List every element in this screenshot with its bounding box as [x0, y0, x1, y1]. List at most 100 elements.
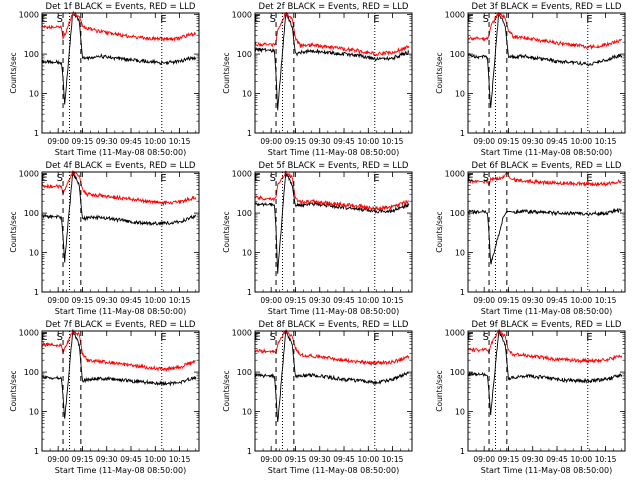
y-tick-label: 1000 — [232, 11, 252, 20]
x-tick-label: 09:45 — [333, 296, 355, 305]
x-tick-label: 09:45 — [546, 296, 568, 305]
event-marker-e: E — [160, 332, 166, 343]
x-tick-label: 09:00 — [260, 137, 282, 146]
series-line-events — [254, 172, 410, 274]
event-marker-s: S — [483, 332, 489, 343]
event-marker-e: E — [254, 332, 260, 343]
event-marker-s: S — [270, 14, 276, 25]
x-axis-label: Start Time (11-May-08 08:50:00) — [268, 466, 399, 475]
detector-panel-1: Det 1f BLACK = Events, RED = LLD Counts/s… — [9, 2, 200, 157]
event-marker-e: E — [467, 173, 473, 184]
x-tick-label: 10:15 — [382, 296, 404, 305]
x-tick-label: 10:00 — [570, 455, 592, 464]
plot-frame — [467, 330, 626, 452]
x-tick-label: 10:00 — [144, 137, 166, 146]
event-marker-e: E — [373, 14, 379, 25]
event-marker-e: E — [467, 332, 473, 343]
x-tick-label: 09:30 — [96, 296, 118, 305]
x-tick-label: 09:45 — [546, 137, 568, 146]
y-tick-label: 1000 — [19, 170, 39, 179]
x-axis-label: Start Time (11-May-08 08:50:00) — [55, 307, 186, 316]
x-tick-label: 10:15 — [595, 137, 617, 146]
event-marker-s: S — [57, 173, 63, 184]
panel-title: Det 4f BLACK = Events, RED = LLD — [46, 161, 196, 171]
series-line-events — [41, 172, 197, 263]
y-tick-label: 1000 — [232, 170, 252, 179]
x-tick-label: 09:45 — [120, 137, 142, 146]
x-tick-label: 09:45 — [120, 296, 142, 305]
y-tick-label: 1000 — [232, 329, 252, 338]
y-tick-label: 1000 — [445, 329, 465, 338]
x-tick-label: 10:00 — [357, 455, 379, 464]
y-tick-label: 100 — [24, 209, 39, 218]
y-tick-label: 10 — [242, 249, 252, 258]
y-axis-label: Counts/sec — [222, 211, 231, 252]
event-marker-s: S — [57, 332, 63, 343]
y-tick-label: 1 — [247, 447, 252, 456]
detector-panel-4: Det 4f BLACK = Events, RED = LLD Counts/s… — [9, 161, 200, 316]
y-axis-label: Counts/sec — [435, 370, 444, 411]
y-axis-label: Counts/sec — [9, 52, 18, 93]
y-tick-label: 1000 — [19, 11, 39, 20]
event-marker-e: E — [467, 14, 473, 25]
y-tick-label: 10 — [242, 408, 252, 417]
series-line-lld — [41, 330, 196, 373]
plot-frame — [41, 330, 200, 452]
panel-title: Det 5f BLACK = Events, RED = LLD — [259, 161, 409, 171]
series-line-lld — [467, 171, 622, 188]
x-tick-label: 10:00 — [357, 137, 379, 146]
series-line-events — [41, 12, 197, 105]
event-marker-s: S — [57, 14, 63, 25]
x-tick-label: 09:30 — [96, 137, 118, 146]
x-axis-label: Start Time (11-May-08 08:50:00) — [55, 466, 186, 475]
x-axis-label: Start Time (11-May-08 08:50:00) — [268, 148, 399, 157]
y-axis-label: Counts/sec — [9, 211, 18, 252]
series-line-events — [467, 207, 622, 265]
x-tick-label: 10:15 — [382, 137, 404, 146]
x-tick-label: 09:15 — [285, 455, 307, 464]
x-tick-label: 09:00 — [47, 137, 69, 146]
x-tick-label: 09:00 — [47, 296, 69, 305]
event-marker-s: S — [483, 14, 489, 25]
detector-panel-5: Det 5f BLACK = Events, RED = LLD Counts/s… — [222, 161, 413, 316]
y-tick-label: 10 — [242, 90, 252, 99]
x-tick-label: 09:30 — [522, 137, 544, 146]
x-tick-label: 10:00 — [570, 296, 592, 305]
x-tick-label: 10:15 — [169, 137, 191, 146]
plot-frame — [467, 171, 626, 293]
x-tick-label: 10:15 — [169, 455, 191, 464]
event-marker-e: E — [586, 332, 592, 343]
x-axis-label: Start Time (11-May-08 08:50:00) — [55, 148, 186, 157]
y-tick-label: 1 — [460, 447, 465, 456]
x-tick-label: 09:45 — [333, 455, 355, 464]
x-tick-label: 10:00 — [570, 137, 592, 146]
y-tick-label: 1000 — [445, 170, 465, 179]
x-tick-label: 09:00 — [473, 296, 495, 305]
series-line-lld — [41, 10, 197, 43]
event-marker-s: S — [483, 173, 489, 184]
series-line-lld — [254, 11, 410, 57]
y-tick-label: 1000 — [445, 11, 465, 20]
detector-panel-2: Det 2f BLACK = Events, RED = LLD Counts/s… — [222, 2, 413, 157]
series-line-lld — [41, 170, 197, 207]
x-tick-label: 09:15 — [72, 455, 94, 464]
x-tick-label: 10:00 — [144, 296, 166, 305]
event-marker-e: E — [41, 173, 47, 184]
series-line-events — [468, 13, 623, 108]
y-tick-label: 100 — [24, 368, 39, 377]
x-tick-label: 10:15 — [595, 455, 617, 464]
series-line-events — [254, 329, 409, 422]
y-tick-label: 10 — [29, 408, 39, 417]
series-line-events — [254, 13, 410, 111]
event-marker-e: E — [160, 14, 166, 25]
x-tick-label: 09:45 — [546, 455, 568, 464]
detector-panel-9: Det 9f BLACK = Events, RED = LLD Counts/s… — [435, 320, 626, 475]
y-tick-label: 1000 — [19, 329, 39, 338]
x-tick-label: 09:15 — [498, 296, 520, 305]
x-tick-label: 10:15 — [169, 296, 191, 305]
x-axis-label: Start Time (11-May-08 08:50:00) — [481, 466, 612, 475]
y-axis-label: Counts/sec — [435, 52, 444, 93]
event-marker-e: E — [586, 14, 592, 25]
panel-title: Det 1f BLACK = Events, RED = LLD — [46, 2, 196, 12]
